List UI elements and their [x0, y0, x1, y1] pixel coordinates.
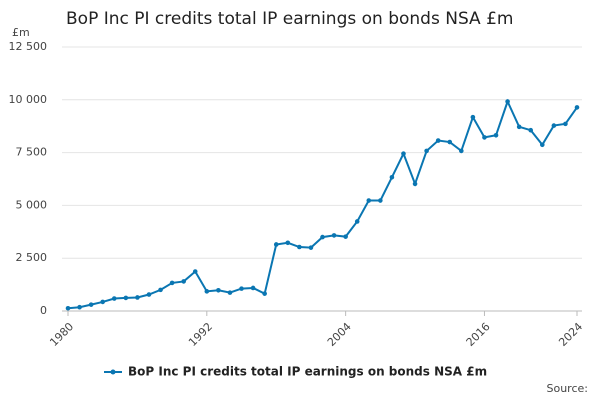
point: [135, 295, 140, 300]
point: [111, 296, 117, 301]
point: [574, 105, 580, 110]
y-tick-label: 12 500: [9, 40, 48, 53]
point: [459, 148, 464, 154]
x-tick-label: 2004: [325, 320, 354, 349]
y-tick-label: 5 000: [16, 198, 48, 211]
point: [297, 244, 302, 250]
source: Source:: [547, 382, 589, 395]
point: [378, 198, 383, 203]
point: [424, 148, 429, 154]
point: [239, 286, 244, 291]
point: [505, 99, 510, 104]
point: [158, 287, 163, 293]
point: [65, 305, 71, 311]
y-tick-label: 7 500: [16, 146, 48, 159]
point: [435, 138, 441, 143]
point: [192, 269, 198, 274]
point: [169, 280, 175, 286]
point: [447, 139, 453, 145]
point: [262, 291, 267, 296]
point: [250, 285, 256, 291]
point: [308, 245, 314, 250]
x-tick-label: 2024: [556, 320, 585, 349]
point: [528, 127, 534, 133]
point: [412, 181, 418, 187]
point: [389, 175, 395, 180]
x-tick-label: 2016: [464, 320, 493, 349]
legend-label: BoP Inc PI credits total IP earnings on …: [128, 365, 487, 379]
chart-title: BoP Inc PI credits total IP earnings on …: [66, 9, 513, 29]
point: [285, 240, 291, 246]
y-tick-label: 10 000: [9, 93, 48, 106]
legend-marker: [110, 369, 116, 375]
point: [320, 234, 325, 240]
point: [273, 242, 279, 247]
point: [100, 299, 106, 305]
point: [146, 292, 152, 297]
point: [493, 132, 499, 138]
line: [67, 98, 578, 310]
point: [181, 279, 186, 284]
point: [331, 233, 337, 238]
y-tick-label: 0: [40, 304, 47, 317]
point: [401, 151, 406, 156]
x-tick-label: 1992: [186, 320, 215, 349]
point: [88, 302, 94, 307]
point: [354, 219, 360, 224]
x-tick-label: 1980: [47, 320, 76, 349]
point: [516, 124, 522, 130]
y-tick-label: 2 500: [16, 251, 48, 264]
point: [470, 114, 476, 120]
point: [343, 234, 348, 239]
point: [366, 198, 372, 203]
point: [551, 123, 557, 128]
point: [539, 142, 545, 148]
point: [216, 288, 221, 293]
point: [482, 135, 487, 140]
point: [77, 304, 82, 310]
y-unit: £m: [12, 26, 30, 39]
point: [123, 295, 129, 301]
point: [204, 289, 210, 294]
point: [563, 121, 568, 127]
point: [227, 290, 233, 295]
